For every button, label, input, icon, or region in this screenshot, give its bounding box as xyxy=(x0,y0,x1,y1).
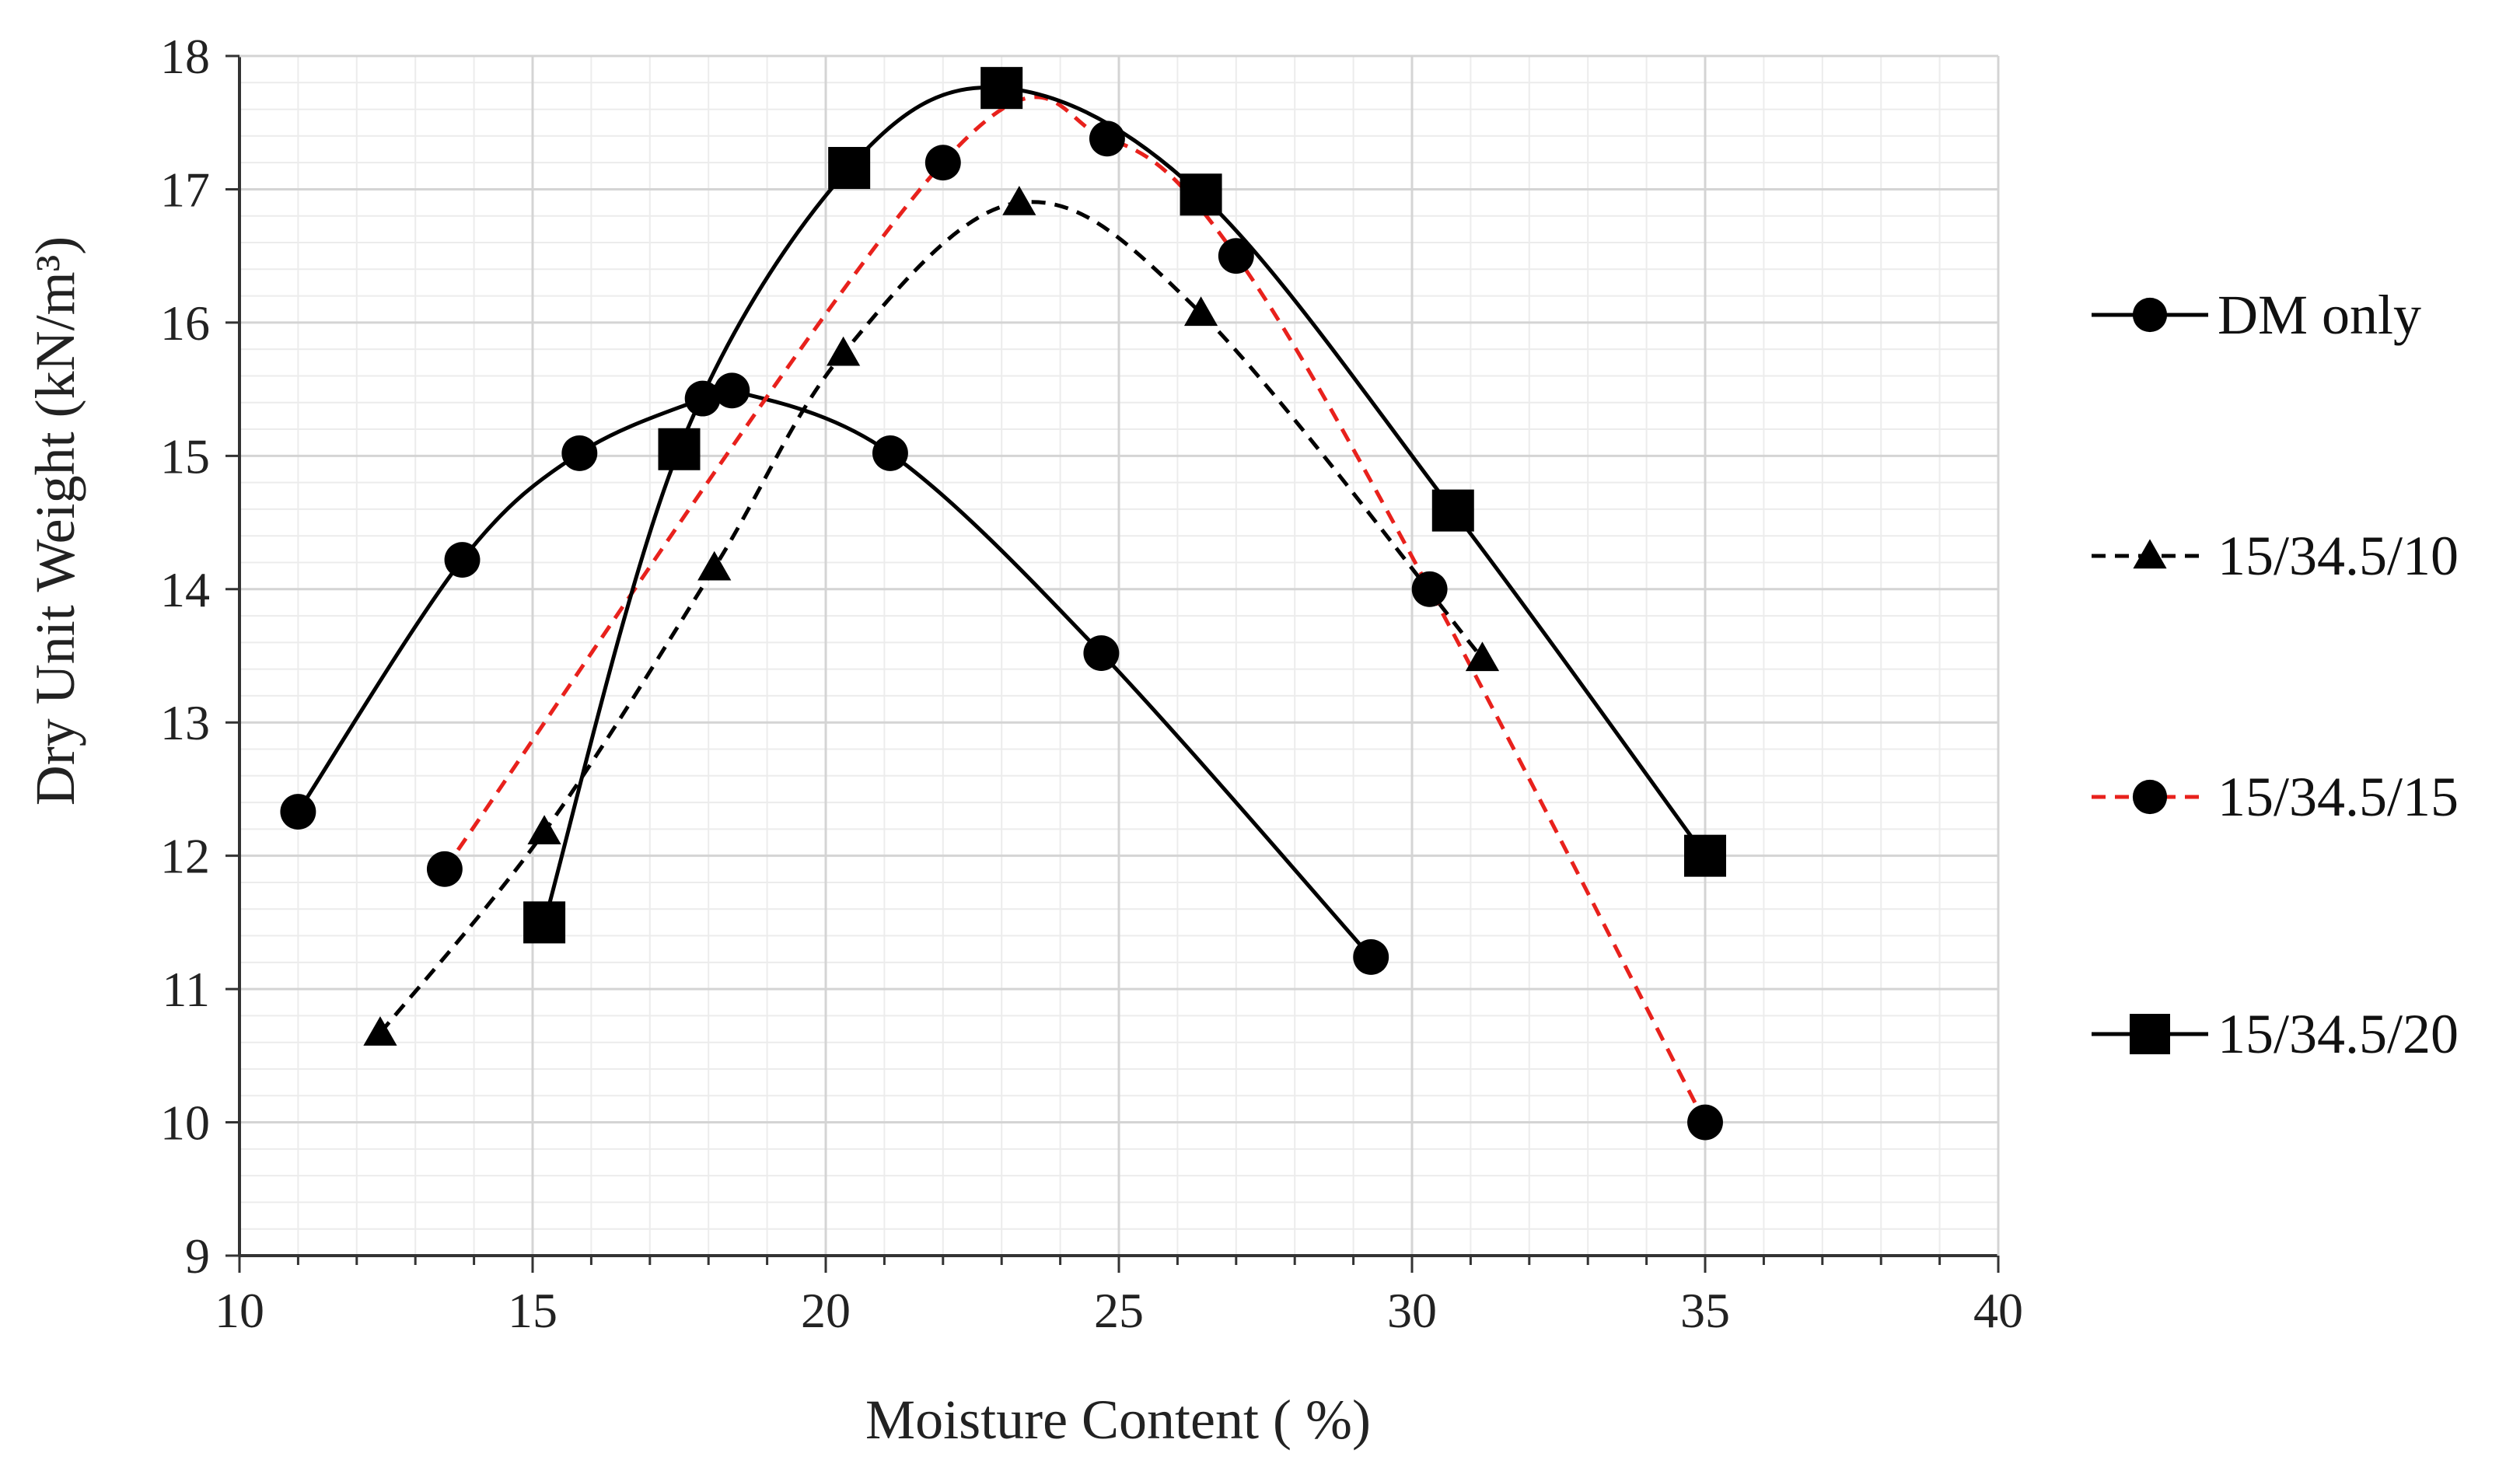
legend-label-2: 15/34.5/10 xyxy=(2218,525,2459,587)
data-point-series-4 xyxy=(980,67,1023,110)
data-point-series-3 xyxy=(1687,1104,1723,1141)
data-point-series-2 xyxy=(1465,641,1500,672)
data-point-series-4 xyxy=(1431,489,1474,532)
data-point-series-3 xyxy=(1218,238,1254,274)
data-point-series-3 xyxy=(1089,121,1125,157)
data-point-series-2 xyxy=(1002,185,1036,215)
series-markers xyxy=(280,67,1726,1141)
legend: DM only 15/34.5/10 15/34.5/15 15/34.5/20 xyxy=(2092,284,2459,1065)
y-tick-label: 17 xyxy=(160,162,210,217)
y-tick-label: 10 xyxy=(160,1095,210,1151)
y-tick-label: 11 xyxy=(162,962,210,1017)
data-point-series-2 xyxy=(527,815,561,845)
legend-marker-3 xyxy=(2132,779,2168,815)
data-point-series-1 xyxy=(1083,635,1120,672)
y-axis-title: Dry Unit Weight (kN/m³) xyxy=(24,236,86,805)
y-tick-label: 12 xyxy=(160,829,210,884)
data-point-series-4 xyxy=(1684,834,1726,877)
data-point-series-3 xyxy=(1411,571,1448,607)
x-tick-label: 15 xyxy=(508,1283,557,1338)
y-tick-label: 16 xyxy=(160,295,210,351)
x-tick-label: 20 xyxy=(801,1283,851,1338)
data-point-series-1 xyxy=(1353,939,1389,975)
data-point-series-2 xyxy=(1183,296,1218,327)
series-line-3 xyxy=(442,95,1707,1123)
axes xyxy=(225,54,2000,1273)
data-point-series-3 xyxy=(426,851,463,887)
legend-label-4: 15/34.5/20 xyxy=(2218,1003,2459,1065)
legend-label-1: DM only xyxy=(2218,284,2421,346)
data-point-series-1 xyxy=(714,372,750,409)
y-tick-label: 15 xyxy=(160,428,210,484)
x-tick-label: 35 xyxy=(1680,1283,1730,1338)
y-tick-label: 9 xyxy=(185,1228,210,1284)
legend-marker-1 xyxy=(2132,297,2168,333)
data-point-series-1 xyxy=(872,435,908,471)
data-point-series-4 xyxy=(658,428,701,470)
data-point-series-2 xyxy=(363,1016,397,1046)
data-point-series-1 xyxy=(561,435,598,471)
y-tick-label: 14 xyxy=(160,562,210,617)
data-point-series-3 xyxy=(924,145,961,181)
grid-major-lines xyxy=(239,56,1998,1256)
x-tick-label: 30 xyxy=(1387,1283,1437,1338)
x-axis-title: Moisture Content ( %) xyxy=(865,1389,1371,1451)
data-point-series-4 xyxy=(523,901,566,944)
data-point-series-2 xyxy=(697,550,732,581)
x-tick-label: 25 xyxy=(1094,1283,1144,1338)
data-point-series-1 xyxy=(280,794,316,830)
y-tick-label: 13 xyxy=(160,695,210,750)
legend-marker-4 xyxy=(2130,1014,2170,1054)
data-point-series-4 xyxy=(1180,173,1222,216)
x-tick-label: 10 xyxy=(215,1283,264,1338)
legend-marker-2 xyxy=(2133,539,2167,569)
data-point-series-2 xyxy=(827,336,861,366)
x-tick-label: 40 xyxy=(1973,1283,2023,1338)
y-tick-label: 18 xyxy=(160,29,210,84)
legend-label-3: 15/34.5/15 xyxy=(2218,766,2459,828)
data-point-series-1 xyxy=(684,380,721,417)
data-point-series-1 xyxy=(444,542,481,578)
data-point-series-4 xyxy=(828,147,871,190)
